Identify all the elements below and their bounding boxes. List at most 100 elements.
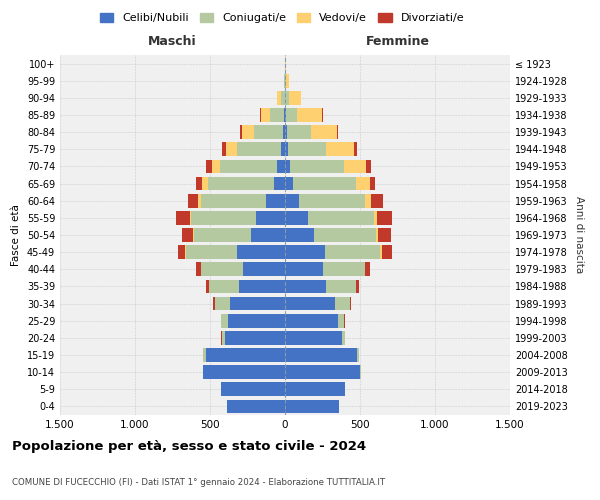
Bar xyxy=(365,194,371,207)
Bar xyxy=(323,262,365,276)
Bar xyxy=(286,108,297,122)
Bar xyxy=(342,331,345,344)
Bar xyxy=(201,194,265,207)
Bar xyxy=(185,246,186,259)
Bar xyxy=(281,91,285,104)
Bar xyxy=(277,91,281,104)
Bar xyxy=(285,91,289,104)
Bar xyxy=(366,160,371,173)
Bar xyxy=(286,74,289,88)
Bar xyxy=(285,176,293,190)
Bar xyxy=(215,296,229,310)
Bar xyxy=(277,160,285,173)
Bar xyxy=(288,142,326,156)
Bar xyxy=(285,331,342,344)
Bar xyxy=(337,126,338,139)
Bar xyxy=(285,314,337,328)
Bar xyxy=(360,366,361,379)
Bar xyxy=(256,211,285,224)
Bar xyxy=(193,228,251,242)
Bar xyxy=(285,56,286,70)
Bar xyxy=(285,74,286,88)
Bar xyxy=(281,142,285,156)
Bar xyxy=(229,296,285,310)
Y-axis label: Fasce di età: Fasce di età xyxy=(11,204,21,266)
Bar xyxy=(205,280,209,293)
Bar xyxy=(371,194,383,207)
Bar xyxy=(285,280,326,293)
Bar xyxy=(297,108,322,122)
Bar xyxy=(221,382,285,396)
Text: COMUNE DI FUCECCHIO (FI) - Dati ISTAT 1° gennaio 2024 - Elaborazione TUTTITALIA.: COMUNE DI FUCECCHIO (FI) - Dati ISTAT 1°… xyxy=(12,478,385,487)
Bar xyxy=(220,160,277,173)
Bar xyxy=(237,246,285,259)
Bar xyxy=(209,280,239,293)
Bar xyxy=(239,280,285,293)
Bar xyxy=(299,194,365,207)
Bar xyxy=(355,176,370,190)
Bar xyxy=(287,126,311,139)
Bar xyxy=(270,108,284,122)
Text: Maschi: Maschi xyxy=(148,35,197,48)
Bar xyxy=(325,246,380,259)
Bar xyxy=(335,296,349,310)
Bar xyxy=(285,296,335,310)
Bar xyxy=(202,176,208,190)
Bar xyxy=(284,74,285,88)
Bar xyxy=(285,126,287,139)
Bar xyxy=(285,382,345,396)
Bar xyxy=(251,228,285,242)
Bar xyxy=(213,296,215,310)
Bar xyxy=(382,246,392,259)
Bar xyxy=(261,108,270,122)
Bar xyxy=(222,142,226,156)
Bar xyxy=(176,211,190,224)
Bar xyxy=(354,142,357,156)
Bar xyxy=(285,108,286,122)
Bar xyxy=(254,126,283,139)
Bar xyxy=(186,246,237,259)
Bar xyxy=(349,296,351,310)
Bar xyxy=(377,211,392,224)
Bar xyxy=(222,331,225,344)
Bar xyxy=(344,160,366,173)
Bar xyxy=(241,126,254,139)
Bar xyxy=(274,176,285,190)
Legend: Celibi/Nubili, Coniugati/e, Vedovi/e, Divorziati/e: Celibi/Nubili, Coniugati/e, Vedovi/e, Di… xyxy=(95,8,469,28)
Bar xyxy=(225,331,285,344)
Bar xyxy=(380,246,382,259)
Text: Femmine: Femmine xyxy=(365,35,430,48)
Y-axis label: Anni di nascita: Anni di nascita xyxy=(574,196,584,274)
Bar xyxy=(285,246,325,259)
Bar xyxy=(322,108,323,122)
Bar xyxy=(260,108,261,122)
Bar xyxy=(289,91,301,104)
Bar xyxy=(206,160,212,173)
Bar xyxy=(182,228,193,242)
Bar xyxy=(190,211,191,224)
Bar xyxy=(378,228,391,242)
Bar xyxy=(205,348,285,362)
Bar xyxy=(221,331,222,344)
Bar xyxy=(196,176,202,190)
Bar xyxy=(337,314,344,328)
Bar xyxy=(314,228,376,242)
Bar xyxy=(203,366,285,379)
Text: Popolazione per età, sesso e stato civile - 2024: Popolazione per età, sesso e stato civil… xyxy=(12,440,366,453)
Bar xyxy=(284,108,285,122)
Bar xyxy=(283,126,285,139)
Bar xyxy=(311,126,337,139)
Bar xyxy=(365,262,370,276)
Bar xyxy=(374,211,377,224)
Bar xyxy=(265,194,285,207)
Bar xyxy=(198,194,201,207)
Bar xyxy=(285,142,288,156)
Bar xyxy=(357,348,359,362)
Bar xyxy=(212,160,220,173)
Bar xyxy=(191,211,256,224)
Bar xyxy=(326,280,355,293)
Bar xyxy=(221,314,228,328)
Bar xyxy=(243,262,285,276)
Bar xyxy=(285,348,357,362)
Bar xyxy=(293,176,355,190)
